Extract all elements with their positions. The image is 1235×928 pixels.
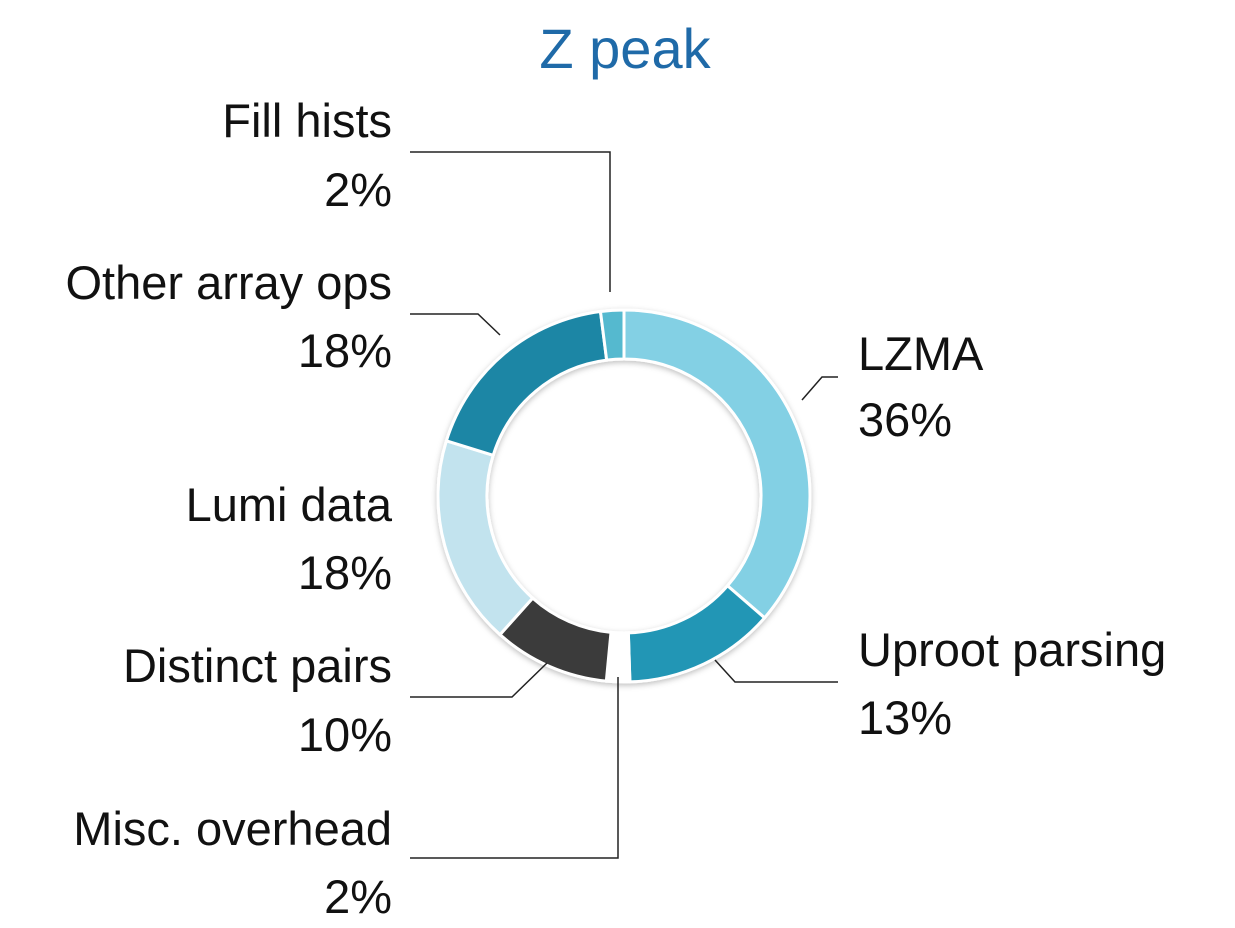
svg-text:Fill hists: Fill hists [222, 94, 392, 147]
donut-ring [436, 308, 812, 684]
chart-title: Z peak [539, 17, 711, 80]
slice-lumi-data [436, 439, 535, 637]
slice-label-uproot-parsing: Uproot parsing 13% [858, 623, 1166, 744]
leader-line-misc-overhead [410, 677, 619, 859]
slice-label-lumi-data: Lumi data 18% [186, 478, 393, 599]
leader-line-distinct-pairs [410, 662, 548, 698]
svg-text:Other array ops: Other array ops [65, 256, 392, 309]
slice-label-lzma: LZMA 36% [858, 327, 984, 446]
leader-line-fill-hists [410, 151, 611, 292]
svg-text:18%: 18% [298, 324, 392, 377]
svg-text:LZMA: LZMA [858, 327, 984, 380]
svg-text:Uproot parsing: Uproot parsing [858, 623, 1166, 676]
leader-line-uproot-parsing [714, 659, 838, 683]
svg-text:13%: 13% [858, 691, 952, 744]
svg-text:36%: 36% [858, 393, 952, 446]
svg-text:18%: 18% [298, 546, 392, 599]
slice-label-distinct-pairs: Distinct pairs 10% [123, 639, 392, 761]
slice-fill-hists [598, 308, 626, 362]
svg-text:Lumi data: Lumi data [186, 478, 393, 531]
leader-line-lzma [801, 376, 838, 401]
slice-other-array-ops [444, 309, 609, 457]
svg-text:2%: 2% [324, 870, 392, 923]
svg-text:10%: 10% [298, 708, 392, 761]
slice-label-other-array-ops: Other array ops 18% [65, 256, 392, 377]
leader-line-other-array-ops [410, 313, 501, 336]
slice-lzma [622, 308, 812, 620]
svg-text:Distinct pairs: Distinct pairs [123, 639, 392, 692]
svg-text:Misc. overhead: Misc. overhead [73, 802, 392, 855]
slice-label-misc-overhead: Misc. overhead 2% [73, 802, 392, 923]
slice-uproot-parsing [626, 584, 767, 684]
slice-label-fill-hists: Fill hists 2% [222, 94, 392, 216]
svg-text:2%: 2% [324, 163, 392, 216]
leader-lines [410, 151, 838, 859]
